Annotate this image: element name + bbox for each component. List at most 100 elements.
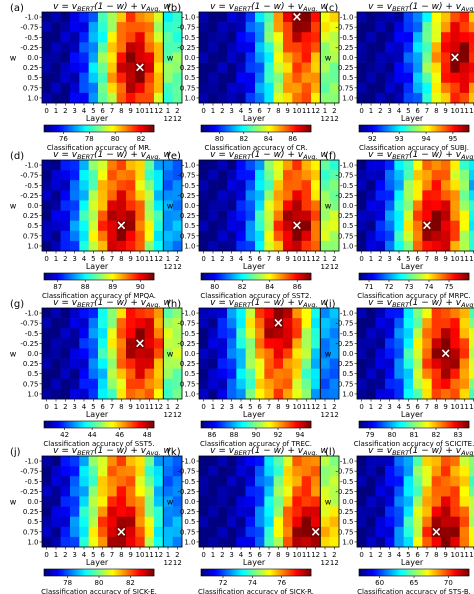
colorbar-segment — [111, 273, 114, 280]
heatmap-cell — [311, 32, 321, 43]
heatmap-cell — [135, 22, 145, 33]
x-tick-label: 3 — [229, 255, 233, 263]
heatmap-cell — [116, 72, 127, 84]
heatmap-cell — [441, 52, 451, 63]
heatmap-cell — [273, 220, 284, 232]
heatmap-cell — [441, 516, 451, 528]
heatmap-cell — [301, 466, 312, 477]
heatmap-cell — [459, 32, 470, 43]
heatmap-cell — [375, 210, 386, 221]
colorbar-segment — [368, 421, 371, 428]
heatmap-cell — [311, 506, 321, 517]
heatmap-cell — [283, 230, 293, 242]
heatmap-cell — [311, 82, 321, 94]
heatmap-cell — [70, 22, 80, 33]
colorbar-segment — [285, 569, 288, 576]
heatmap-cell — [301, 52, 312, 63]
heatmap-cell — [469, 348, 474, 359]
colorbar-segment — [261, 125, 264, 132]
heatmap-cell — [98, 22, 108, 33]
heatmap-cell — [366, 536, 376, 548]
colorbar-segment — [62, 125, 65, 132]
heatmap-cell — [107, 62, 117, 73]
heatmap-cell — [107, 210, 117, 221]
heatmap-cell — [422, 378, 432, 390]
heatmap-cell — [413, 220, 423, 232]
heatmap-cell — [79, 72, 89, 84]
heatmap-cell — [107, 160, 117, 171]
colorbar-segment — [430, 273, 433, 280]
heatmap-cell — [135, 220, 145, 232]
heatmap-cell — [88, 388, 99, 400]
heatmap-cell — [469, 496, 474, 507]
colorbar-label: Classification accuracy of STS-B. — [357, 588, 471, 594]
colorbar-tick-label: 78 — [63, 579, 72, 587]
colorbar-segment — [439, 569, 442, 576]
heatmap-cell — [422, 82, 432, 94]
heatmap-cell — [144, 526, 155, 538]
heatmap-cell — [301, 190, 312, 201]
y-tick-label: 0.25 — [338, 360, 354, 368]
heatmap-cell — [227, 368, 237, 380]
panel-label: (e) — [167, 151, 181, 162]
colorbar-segment — [296, 125, 299, 132]
heatmap-cell — [413, 328, 423, 339]
panel-label: (b) — [167, 3, 181, 14]
heatmap-cell — [469, 160, 474, 171]
colorbar-segment — [456, 569, 459, 576]
heatmap-cell — [413, 486, 423, 497]
heatmap-cell — [394, 160, 404, 171]
heatmap-cell — [459, 388, 470, 400]
y-tick-label: 0.0 — [27, 350, 38, 358]
heatmap-cell — [126, 348, 136, 359]
heatmap-cell — [459, 200, 470, 211]
colorbar-segment — [243, 421, 246, 428]
heatmap-cell — [329, 92, 340, 104]
heatmap-cell — [135, 308, 145, 319]
heatmap-cell — [375, 536, 386, 548]
heatmap-cell — [126, 82, 136, 94]
heatmap-cell — [273, 170, 284, 181]
heatmap-cell — [236, 526, 246, 538]
heatmap-cell — [469, 32, 474, 43]
heatmap-cell — [422, 230, 432, 242]
heatmap-cell — [357, 190, 367, 201]
y-tick-label: -0.5 — [25, 182, 39, 190]
heatmap-cell — [292, 62, 302, 73]
heatmap-cell — [413, 190, 423, 201]
heatmap-cell — [320, 318, 330, 329]
heatmap-cell — [227, 52, 237, 63]
colorbar-tick-label: 70 — [444, 579, 453, 587]
colorbar-segment — [89, 125, 92, 132]
y-tick-label: -0.75 — [177, 320, 195, 328]
heatmap-cell — [88, 506, 99, 517]
panel-title: v = vBERT(1 − w) + vAvg. w — [210, 446, 328, 457]
heatmap-cell — [403, 308, 414, 319]
panel-k: (k) v = vBERT(1 − w) + vAvg. w×-1.0-0.75-… — [167, 446, 340, 594]
colorbar-segment — [212, 125, 215, 132]
heatmap-cell — [79, 456, 89, 467]
heatmap-cell — [199, 200, 209, 211]
colorbar-segment — [410, 273, 413, 280]
heatmap-cell — [385, 456, 395, 467]
x-tick-label: 6 — [415, 255, 420, 263]
heatmap-cell — [199, 82, 209, 94]
colorbar-segment — [102, 273, 105, 280]
heatmap-cell — [292, 476, 302, 487]
heatmap-cell — [375, 190, 386, 201]
x-tick-label: 4 — [239, 403, 244, 411]
colorbar-segment — [230, 569, 233, 576]
colorbar-segment — [86, 569, 89, 576]
y-tick-label: -0.25 — [177, 192, 195, 200]
heatmap-cell — [163, 220, 173, 232]
x-tick-label: 10 — [136, 403, 145, 411]
heatmap-cell — [413, 358, 423, 369]
heatmap-cell — [126, 308, 136, 319]
x-tick-label: 10 — [136, 107, 145, 115]
heatmap-cell — [60, 42, 71, 53]
heatmap-cell — [413, 456, 423, 467]
heatmap-cell — [107, 82, 117, 94]
heatmap-cell — [163, 476, 173, 487]
colorbar-segment — [67, 273, 70, 280]
heatmap-cell — [79, 496, 89, 507]
